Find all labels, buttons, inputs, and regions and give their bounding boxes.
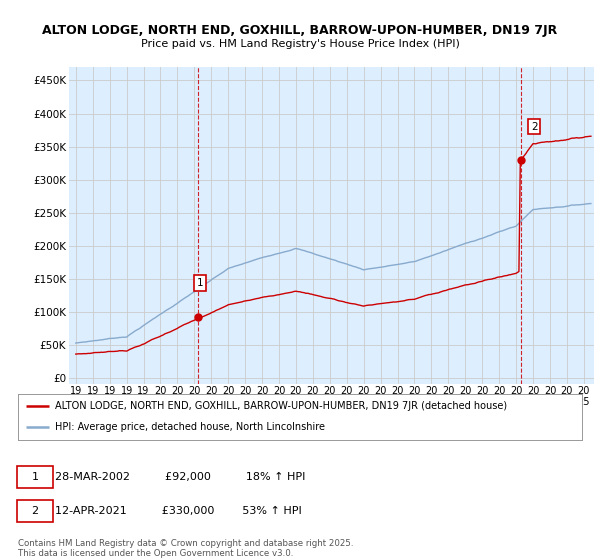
Text: ALTON LODGE, NORTH END, GOXHILL, BARROW-UPON-HUMBER, DN19 7JR (detached house): ALTON LODGE, NORTH END, GOXHILL, BARROW-… bbox=[55, 401, 507, 411]
Text: 28-MAR-2002          £92,000          18% ↑ HPI: 28-MAR-2002 £92,000 18% ↑ HPI bbox=[55, 472, 305, 482]
Text: 1: 1 bbox=[31, 472, 38, 482]
Text: 1: 1 bbox=[196, 278, 203, 288]
FancyBboxPatch shape bbox=[17, 465, 53, 488]
Text: 2: 2 bbox=[31, 506, 38, 516]
Text: 12-APR-2021          £330,000        53% ↑ HPI: 12-APR-2021 £330,000 53% ↑ HPI bbox=[55, 506, 301, 516]
FancyBboxPatch shape bbox=[17, 500, 53, 522]
Text: HPI: Average price, detached house, North Lincolnshire: HPI: Average price, detached house, Nort… bbox=[55, 422, 325, 432]
Text: Contains HM Land Registry data © Crown copyright and database right 2025.
This d: Contains HM Land Registry data © Crown c… bbox=[18, 539, 353, 558]
Text: Price paid vs. HM Land Registry's House Price Index (HPI): Price paid vs. HM Land Registry's House … bbox=[140, 39, 460, 49]
Text: 2: 2 bbox=[531, 122, 538, 132]
Text: ALTON LODGE, NORTH END, GOXHILL, BARROW-UPON-HUMBER, DN19 7JR: ALTON LODGE, NORTH END, GOXHILL, BARROW-… bbox=[43, 24, 557, 36]
